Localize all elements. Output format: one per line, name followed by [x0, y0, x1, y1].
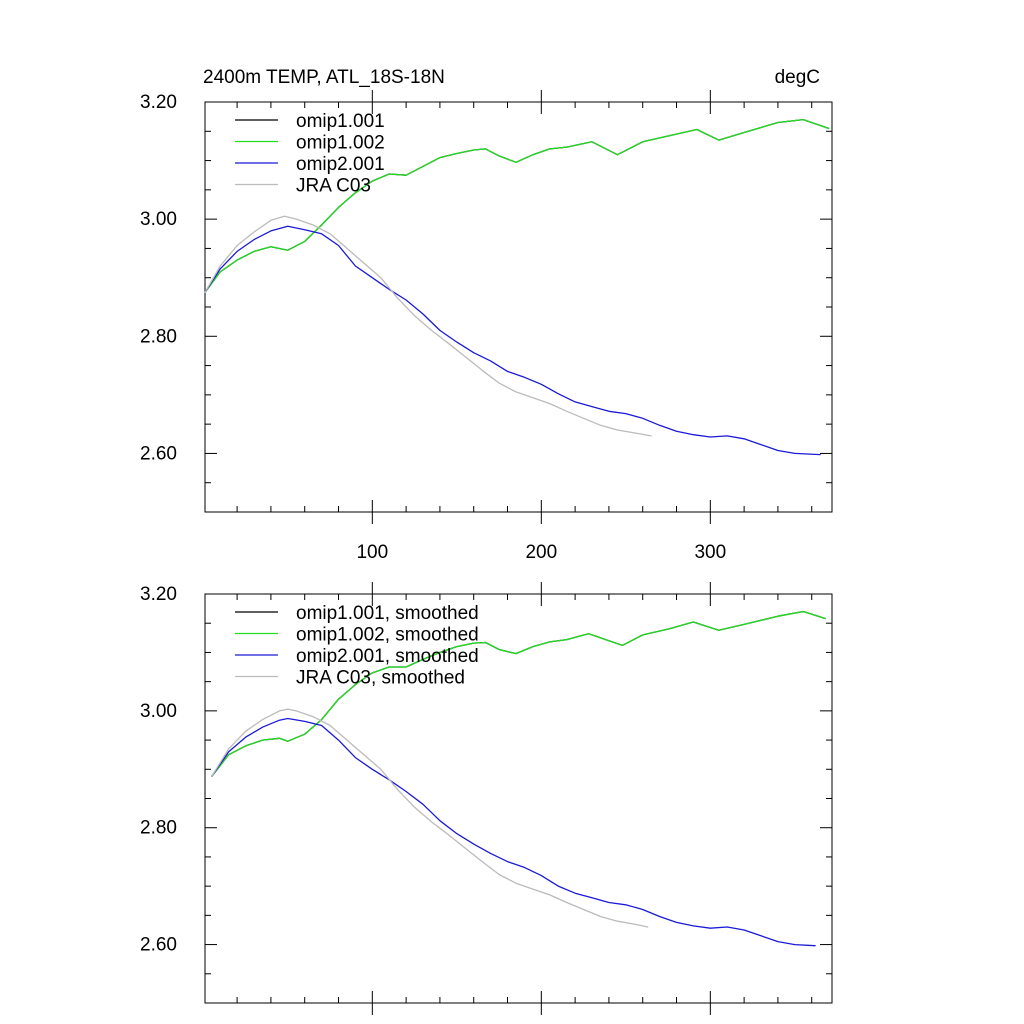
- top-y-tick-label: 2.80: [140, 326, 177, 347]
- top-x-tick-label: 200: [525, 542, 557, 563]
- bottom-legend-label: omip1.001, smoothed: [296, 603, 479, 624]
- top-panel: 2.60 2.80 3.00 3.20 100 200 300 omip1.001omip1.…: [140, 90, 833, 563]
- bottom-panel: 2.60 2.80 3.00 3.20 omip1.001, smoothedomip1…: [140, 582, 833, 1015]
- right-title: degC: [775, 67, 820, 88]
- bottom-legend-label: JRA C03, smoothed: [296, 668, 465, 689]
- left-title: 2400m TEMP, ATL_18S-18N: [203, 67, 445, 88]
- top-x-tick-label: 300: [694, 542, 726, 563]
- bottom-legend-label: omip1.002, smoothed: [296, 625, 479, 646]
- top-y-tick-label: 3.00: [140, 209, 177, 230]
- top-series-line-4: [204, 215, 652, 437]
- top-series-line-3: [204, 225, 821, 456]
- bottom-series-line-4: [211, 708, 649, 928]
- top-legend-label: omip2.001: [296, 154, 385, 175]
- bottom-legend-label: omip2.001, smoothed: [296, 646, 479, 667]
- top-y-tick-label: 2.60: [140, 443, 177, 464]
- bottom-series-line-3: [211, 717, 816, 947]
- bottom-series-line-2: [211, 610, 826, 777]
- bottom-y-tick-label: 3.00: [140, 701, 177, 722]
- top-legend-label: JRA C03: [296, 176, 371, 197]
- top-legend-label: omip1.002: [296, 133, 385, 154]
- top-series-line-2: [204, 118, 830, 294]
- bottom-y-tick-label: 3.20: [140, 584, 177, 605]
- bottom-y-tick-label: 2.80: [140, 818, 177, 839]
- top-legend-label: omip1.001: [296, 111, 385, 132]
- top-x-tick-label: 100: [356, 542, 388, 563]
- bottom-y-tick-label: 2.60: [140, 935, 177, 956]
- top-y-tick-label: 3.20: [140, 92, 177, 113]
